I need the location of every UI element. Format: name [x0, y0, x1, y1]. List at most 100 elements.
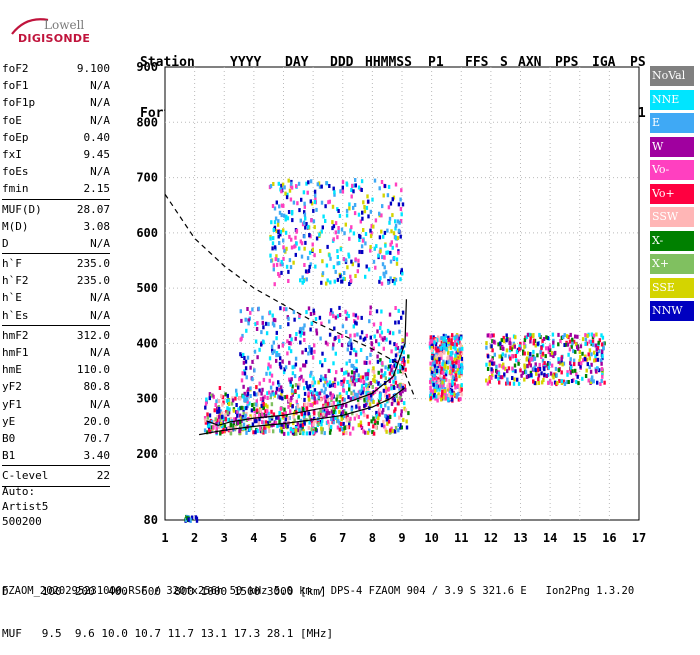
echo-point [289, 379, 292, 384]
echo-point [382, 193, 385, 198]
echo-point [362, 200, 365, 205]
echo-point [273, 206, 277, 211]
echo-point [451, 381, 454, 386]
echo-point [216, 409, 219, 414]
echo-point [329, 256, 332, 261]
echo-point [229, 431, 233, 436]
echo-point [189, 517, 192, 522]
legend-item: W [650, 136, 694, 157]
echo-point [400, 398, 403, 403]
echo-point [334, 315, 338, 320]
echo-point [324, 399, 327, 404]
echo-point [326, 278, 329, 283]
echo-point [325, 181, 328, 186]
echo-point [290, 396, 293, 401]
echo-point [352, 231, 356, 236]
echo-point [399, 369, 402, 374]
echo-point [440, 340, 443, 345]
echo-point [449, 351, 453, 356]
header-cell: FFS [465, 55, 489, 70]
echo-point [393, 342, 396, 347]
echo-point [324, 387, 327, 392]
echo-point [431, 389, 434, 394]
echo-point [305, 406, 309, 411]
echo-point [380, 229, 383, 234]
echo-point [274, 216, 278, 221]
echo-point [307, 425, 310, 430]
echo-point [450, 371, 453, 376]
echo-point [355, 359, 358, 364]
echo-point [280, 270, 283, 275]
echo-point [275, 415, 278, 420]
echo-point [380, 330, 384, 335]
echo-point [332, 410, 335, 414]
echo-point [244, 413, 247, 418]
echo-point [579, 364, 582, 369]
echo-point [379, 383, 382, 388]
echo-point [293, 418, 296, 423]
echo-point [307, 306, 311, 311]
echo-point [457, 363, 460, 368]
echo-point [288, 346, 291, 351]
echo-point [394, 306, 397, 310]
echo-point [341, 397, 345, 402]
echo-point [588, 339, 591, 344]
x-tick-label: 11 [454, 531, 468, 545]
echo-point [285, 246, 288, 251]
echo-point [394, 380, 398, 385]
echo-point [453, 392, 456, 397]
echo-point [299, 429, 302, 434]
echo-point [300, 197, 303, 202]
echo-point [297, 385, 300, 390]
echo-point [238, 429, 241, 434]
echo-point [589, 380, 593, 384]
lowell-digisonde-logo: Lowell DIGISONDE [6, 8, 90, 45]
echo-point [330, 395, 333, 400]
echo-point [294, 356, 298, 361]
echo-point [448, 344, 451, 349]
echo-point [313, 349, 316, 354]
echo-point [295, 431, 298, 436]
echo-point [394, 425, 398, 430]
echo-point [485, 362, 488, 367]
echo-point [350, 391, 353, 396]
echo-point [307, 402, 310, 407]
echo-point [309, 389, 312, 394]
echo-point [367, 387, 370, 392]
parameter-row: fmin 2.15 [2, 180, 110, 197]
echo-point [446, 387, 450, 392]
echo-point [384, 386, 388, 391]
logo-lowell-text: Lowell [44, 18, 85, 32]
echo-point [279, 232, 282, 237]
echo-point [319, 378, 322, 383]
echo-point [329, 280, 332, 285]
echo-point [285, 214, 288, 219]
echo-point [274, 318, 277, 323]
echo-point [262, 402, 265, 407]
echo-point [532, 379, 535, 384]
echo-point [288, 360, 291, 365]
echo-point [289, 402, 292, 407]
echo-point [526, 364, 529, 369]
echo-point [386, 421, 389, 426]
echo-point [406, 359, 410, 364]
echo-point [387, 184, 391, 189]
echo-point [502, 335, 505, 340]
echo-point [345, 370, 348, 375]
echo-point [387, 406, 390, 411]
echo-point [210, 425, 214, 430]
echo-point [341, 279, 344, 284]
echo-point [332, 186, 335, 191]
echo-point [362, 386, 366, 391]
echo-point [369, 248, 372, 253]
echo-point [351, 411, 354, 416]
echo-point [241, 333, 244, 338]
echo-point [486, 381, 490, 386]
echo-point [253, 402, 256, 407]
echo-point [245, 406, 248, 411]
echo-point [287, 416, 290, 421]
echo-point [445, 369, 448, 374]
echo-point [366, 430, 370, 435]
echo-point [459, 397, 462, 402]
echo-point [574, 368, 577, 373]
